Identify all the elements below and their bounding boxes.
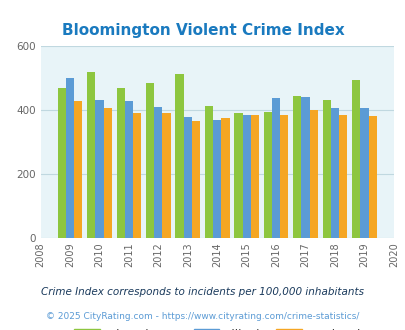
Text: Bloomington Violent Crime Index: Bloomington Violent Crime Index — [62, 23, 343, 38]
Bar — [234, 113, 242, 238]
Bar — [250, 115, 258, 238]
Bar — [221, 118, 229, 238]
Bar — [205, 106, 213, 238]
Bar — [351, 80, 359, 238]
Bar — [213, 119, 221, 238]
Bar — [133, 113, 141, 238]
Bar — [87, 72, 95, 238]
Bar — [192, 121, 200, 238]
Bar — [66, 78, 74, 238]
Text: Crime Index corresponds to incidents per 100,000 inhabitants: Crime Index corresponds to incidents per… — [41, 287, 364, 297]
Bar — [116, 88, 124, 238]
Bar — [338, 115, 346, 238]
Bar — [58, 88, 66, 238]
Bar — [242, 115, 250, 238]
Bar — [271, 98, 279, 238]
Text: © 2025 CityRating.com - https://www.cityrating.com/crime-statistics/: © 2025 CityRating.com - https://www.city… — [46, 312, 359, 321]
Bar — [183, 117, 192, 238]
Bar — [263, 112, 271, 238]
Legend: Bloomington, Illinois, National: Bloomington, Illinois, National — [69, 324, 364, 330]
Bar — [124, 101, 133, 238]
Bar — [146, 83, 154, 238]
Bar — [330, 108, 338, 238]
Bar — [322, 100, 330, 238]
Bar — [292, 96, 301, 238]
Bar — [154, 107, 162, 238]
Bar — [74, 101, 82, 238]
Bar — [309, 110, 317, 238]
Bar — [162, 113, 170, 238]
Bar — [359, 108, 368, 238]
Bar — [103, 108, 111, 238]
Bar — [95, 100, 103, 238]
Bar — [279, 115, 288, 238]
Bar — [301, 97, 309, 238]
Bar — [368, 116, 376, 238]
Bar — [175, 74, 183, 238]
